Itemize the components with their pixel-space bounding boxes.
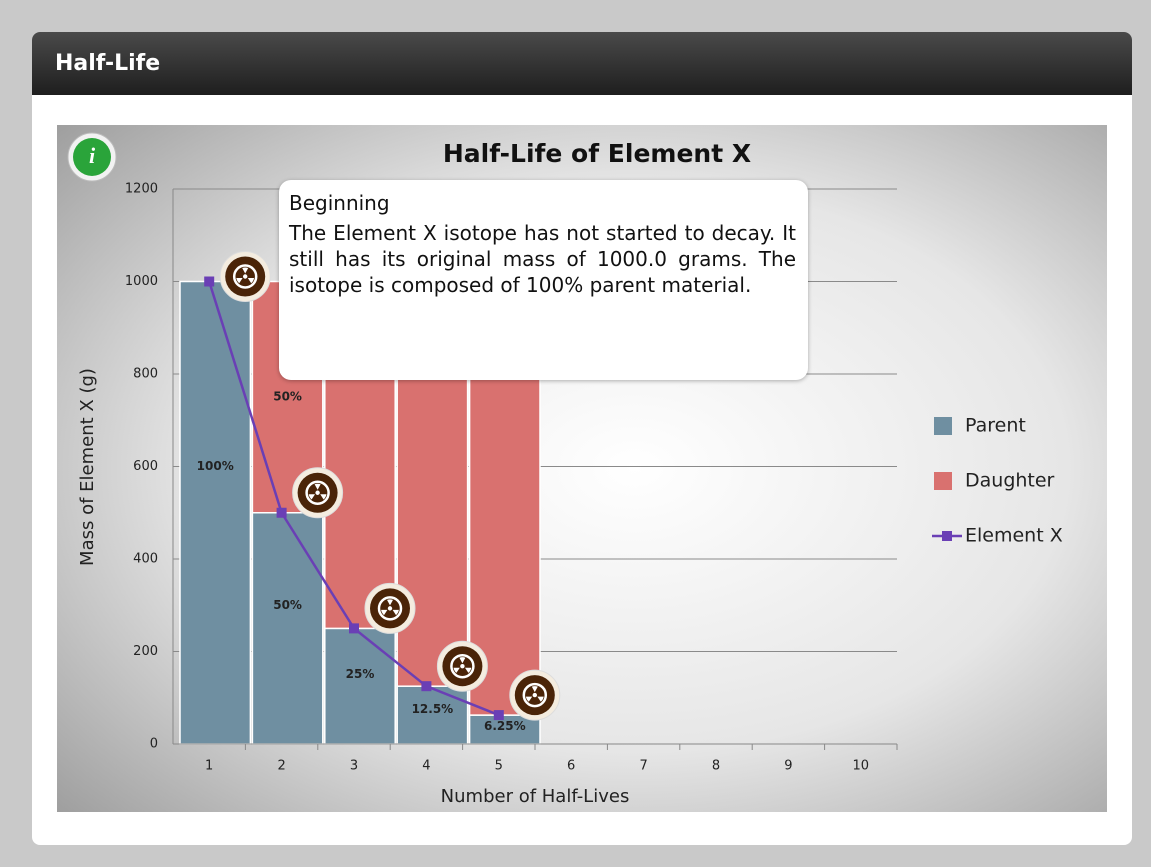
- legend-label: Element X: [965, 525, 1063, 547]
- bar-label: 50%: [273, 390, 302, 404]
- x-tick-label: 7: [639, 759, 647, 774]
- y-tick-label: 200: [133, 644, 158, 659]
- svg-text:i: i: [89, 143, 96, 168]
- legend-swatch: [934, 417, 952, 435]
- radiation-icon: [291, 466, 344, 519]
- bar-label: 25%: [346, 667, 375, 681]
- x-tick-label: 8: [712, 759, 720, 774]
- y-tick-label: 1000: [125, 274, 158, 289]
- chart-title: Half-Life of Element X: [443, 139, 751, 168]
- bar-label: 12.5%: [412, 702, 454, 716]
- bar-label: 6.25%: [484, 719, 526, 733]
- x-tick-label: 10: [853, 759, 870, 774]
- info-icon[interactable]: i: [67, 132, 117, 182]
- bar: [179, 280, 252, 745]
- x-tick-label: 6: [567, 759, 575, 774]
- radiation-icon: [508, 668, 562, 722]
- point: [349, 623, 359, 634]
- y-tick-label: 1200: [125, 182, 158, 197]
- y-tick-label: 800: [133, 367, 158, 382]
- point: [276, 507, 287, 518]
- y-tick-label: 600: [133, 459, 158, 474]
- radiation-icon: [436, 639, 489, 693]
- legend-label: Daughter: [965, 470, 1055, 492]
- y-tick-label: 0: [150, 737, 158, 752]
- point: [493, 710, 504, 721]
- y-tick-label: 400: [133, 552, 158, 567]
- bar: [468, 714, 541, 745]
- legend-label: Parent: [965, 415, 1026, 437]
- header-title: Half-Life: [32, 32, 1132, 95]
- callout-text: The Element X isotope has not started to…: [289, 221, 796, 297]
- callout: Beginning The Element X isotope has not …: [279, 180, 808, 380]
- legend-swatch: [934, 472, 952, 490]
- x-tick-label: 5: [495, 759, 503, 774]
- bar: [396, 685, 469, 745]
- x-tick-label: 9: [784, 759, 792, 774]
- x-tick-label: 2: [277, 759, 285, 774]
- point: [204, 276, 215, 287]
- x-axis-label: Number of Half-Lives: [441, 786, 630, 807]
- x-tick-label: 1: [205, 759, 213, 774]
- y-axis-label: Mass of Element X (g): [77, 368, 98, 566]
- callout-title: Beginning: [289, 191, 390, 215]
- bar: [324, 627, 396, 745]
- bar-label: 100%: [197, 459, 234, 473]
- radiation-icon: [363, 582, 417, 635]
- x-tick-label: 4: [422, 759, 430, 774]
- radiation-icon: [218, 250, 272, 303]
- legend-marker: [942, 531, 952, 541]
- x-tick-label: 3: [350, 759, 358, 774]
- bar-label: 50%: [273, 598, 302, 612]
- point: [421, 681, 432, 692]
- bar: [251, 512, 324, 745]
